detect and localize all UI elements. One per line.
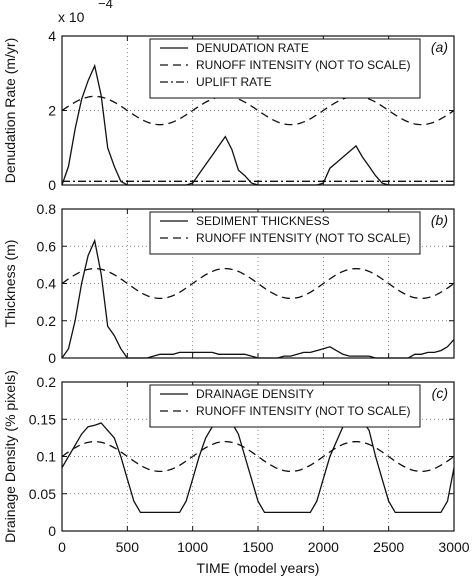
panel-2: 0 0.05 0.1 0.15 0.2 0 500 1000 1500 2000 2500 3000 T…	[2, 370, 470, 576]
legend-label: RUNOFF INTENSITY (NOT TO SCALE)	[196, 58, 410, 72]
legend-label: UPLIFT RATE	[196, 75, 272, 89]
y-tick-label: 0.2	[37, 374, 57, 390]
y-tick-label: 0	[48, 177, 56, 193]
legend-label: DENUDATION RATE	[196, 41, 309, 55]
y-axis-label: Drainage Density (% pixels)	[2, 370, 18, 543]
y-multiplier-exponent: −4	[98, 0, 113, 11]
x-axis-label: TIME (model years)	[197, 560, 320, 576]
x-tick-label: 2000	[308, 539, 339, 555]
x-tick-label: 0	[58, 539, 66, 555]
y-tick-label: 0.4	[37, 276, 57, 292]
y-tick-label: 2	[48, 103, 56, 119]
series-line-solid	[61, 418, 455, 514]
x-tick-label: 3000	[438, 539, 469, 555]
x-tick-label: 2500	[373, 539, 404, 555]
panel-label: (c)	[432, 385, 448, 401]
series-line-solid	[61, 238, 455, 359]
y-axis-label: Denudation Rate (m/yr)	[2, 38, 18, 184]
series-line-solid	[61, 63, 454, 186]
y-tick-label: 4	[48, 28, 56, 44]
series-line-dashed	[61, 440, 455, 473]
y-tick-label: 0	[48, 523, 56, 539]
y-tick-label: 0.6	[37, 238, 57, 254]
x-tick-label: 1000	[177, 539, 208, 555]
y-tick-label: 0.1	[37, 449, 57, 465]
y-multiplier: x 10	[58, 9, 85, 25]
legend-box	[149, 38, 421, 99]
legend-label: RUNOFF INTENSITY (NOT TO SCALE)	[196, 231, 410, 245]
y-tick-label: 0.15	[29, 411, 56, 427]
x-tick-label: 1500	[242, 539, 273, 555]
y-axis-label: Thickness (m)	[2, 240, 18, 328]
panel-label: (a)	[431, 39, 448, 55]
series-line-dashed	[61, 95, 455, 126]
legend-box	[149, 384, 421, 428]
series-line-dashed	[61, 267, 455, 300]
x-tick-label: 500	[116, 539, 140, 555]
panel-label: (b)	[431, 212, 448, 228]
legend-label: DRAINAGE DENSITY	[196, 387, 314, 401]
panel-0: 0 2 4 Denudation Rate (m/yr) x 10 −4 DENUDATIO…	[2, 0, 455, 193]
y-tick-label: 0.05	[29, 486, 56, 502]
legend-label: RUNOFF INTENSITY (NOT TO SCALE)	[196, 404, 410, 418]
y-tick-label: 0.2	[37, 313, 57, 329]
legend-label: SEDIMENT THICKNESS	[196, 214, 330, 228]
y-tick-label: 0	[48, 350, 56, 366]
panel-1: 0 0.2 0.4 0.6 0.8 Thickness (m) SEDIMENT THICK…	[2, 201, 455, 366]
y-tick-label: 0.8	[37, 201, 57, 217]
legend-box	[149, 211, 421, 255]
